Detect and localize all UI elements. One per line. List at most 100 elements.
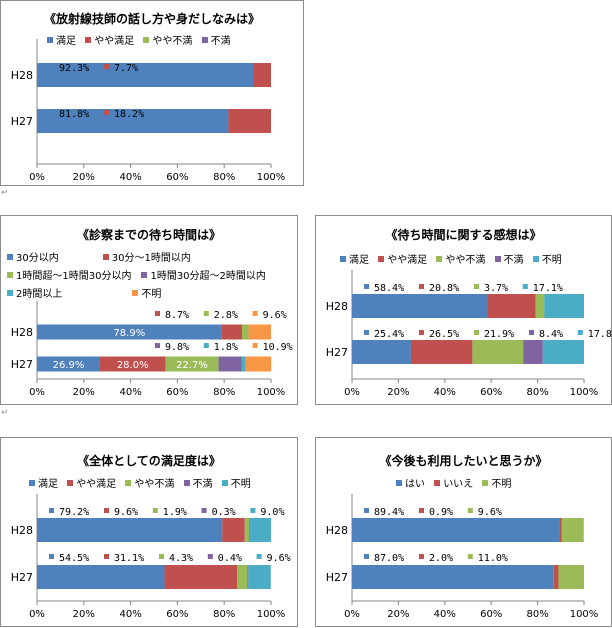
legend-swatch xyxy=(132,290,139,296)
label-marker xyxy=(155,311,160,316)
legend-item: 不明 xyxy=(482,476,511,494)
chart-legend: 満足 やや満足 やや不満 不満 不明 xyxy=(29,476,257,494)
bar-segment xyxy=(249,518,271,542)
data-label: 58.4% xyxy=(374,283,404,294)
label-marker xyxy=(577,330,583,335)
bar-segment xyxy=(248,565,271,589)
category-label: H27 xyxy=(11,358,33,371)
x-tick-label: 20% xyxy=(387,609,409,620)
data-label: 31.1% xyxy=(114,553,144,564)
bar-segment xyxy=(523,340,543,364)
label-marker xyxy=(49,554,54,559)
data-label: 1.9% xyxy=(163,507,187,518)
legend-item: 1時間超～1時間30分以内 xyxy=(7,268,131,286)
label-marker xyxy=(155,343,160,348)
label-marker xyxy=(522,284,528,289)
data-label: 18.2% xyxy=(114,109,144,120)
x-tick-label: 0% xyxy=(344,387,360,398)
label-marker xyxy=(152,508,158,513)
data-label: 0.4% xyxy=(218,553,242,564)
bar-segment xyxy=(37,565,165,589)
data-label: 87.0% xyxy=(374,553,404,564)
label-marker xyxy=(256,554,262,559)
label-marker xyxy=(49,64,54,69)
data-label: 25.4% xyxy=(374,329,404,340)
label-marker xyxy=(529,330,534,335)
bar-segment xyxy=(218,356,242,372)
legend-label: 1時間超～1時間30分以内 xyxy=(16,271,132,282)
label-marker xyxy=(419,554,424,559)
data-label: 89.4% xyxy=(374,507,404,518)
legend-item: 30分以内 xyxy=(7,250,59,268)
label-marker xyxy=(419,508,424,513)
label-marker xyxy=(203,311,209,316)
chart-legend: 30分以内 30分～1時間以内 1時間超～1時間30分以内 1時間30分超～2時間以… xyxy=(7,250,276,304)
label-marker xyxy=(364,554,369,559)
data-label: 92.3% xyxy=(59,63,89,74)
data-label: 2.8% xyxy=(214,310,238,321)
chart-title: 《待ち時間に関する感想は》 xyxy=(385,228,542,242)
legend-swatch xyxy=(125,480,132,486)
legend-swatch xyxy=(29,480,35,486)
legend-item: やや満足 xyxy=(85,33,134,51)
bar-segment xyxy=(245,356,272,372)
chart-legend: 満足 やや満足 やや不満 不満 xyxy=(47,33,237,51)
bar-segment xyxy=(248,324,271,340)
legend-label: 満足 xyxy=(38,479,58,490)
legend-label: やや満足 xyxy=(76,479,117,490)
legend-item: 不満 xyxy=(183,476,213,494)
legend-item: はい xyxy=(396,476,425,494)
x-tick-label: 80% xyxy=(526,387,548,398)
legend-label: 30分～1時間以内 xyxy=(111,253,191,264)
legend-item: 30分～1時間以内 xyxy=(102,250,191,268)
x-tick-label: 0% xyxy=(344,609,360,620)
label-marker xyxy=(364,284,369,289)
bar-segment xyxy=(472,340,524,364)
x-tick-label: 20% xyxy=(73,172,95,183)
legend-label: 満足 xyxy=(349,255,369,266)
legend-label: やや不満 xyxy=(152,36,193,47)
legend-label: やや満足 xyxy=(94,36,135,47)
label-marker xyxy=(419,330,424,335)
bar-segment xyxy=(252,63,271,87)
legend-swatch xyxy=(201,37,208,43)
bar-segment xyxy=(237,565,248,589)
x-tick-label: 100% xyxy=(257,609,286,620)
data-label: 54.5% xyxy=(59,553,89,564)
bar-segment xyxy=(244,518,250,542)
x-tick-label: 60% xyxy=(166,172,188,183)
x-tick-label: 60% xyxy=(480,387,502,398)
legend-item: やや満足 xyxy=(378,252,427,270)
label-marker xyxy=(364,330,369,335)
bar-segment xyxy=(165,356,219,372)
legend-item: 2時間以上 xyxy=(7,286,62,304)
x-tick-label: 0% xyxy=(29,387,45,398)
bar-segment xyxy=(247,565,249,589)
bar-segment xyxy=(535,294,545,318)
legend-swatch xyxy=(7,254,13,260)
label-marker xyxy=(252,311,258,316)
legend-item: いいえ xyxy=(434,476,473,494)
legend-swatch xyxy=(396,480,402,486)
chart-title: 《全体としての満足度は》 xyxy=(77,454,221,468)
bar-segment xyxy=(352,565,554,589)
label-marker xyxy=(104,508,109,513)
bar-segment xyxy=(222,518,245,542)
bar-segment xyxy=(99,356,166,372)
chart-plot: 0% 20% 40% 60% 80% 100% H28 58.4% 20.8% 3.7% 17.1%… xyxy=(326,270,612,398)
data-label: 3.7% xyxy=(484,283,508,294)
legend-swatch xyxy=(7,272,13,278)
legend-item: 不明 xyxy=(132,286,161,304)
label-marker xyxy=(419,284,424,289)
category-label: H27 xyxy=(326,346,348,359)
x-tick-label: 100% xyxy=(570,609,599,620)
legend-label: 2時間以上 xyxy=(16,289,63,300)
legend-label: 不満 xyxy=(192,479,213,490)
x-tick-label: 100% xyxy=(257,172,286,183)
legend-label: 1時間30分超～2時間以内 xyxy=(150,271,266,282)
data-label: 17.1% xyxy=(533,283,563,294)
x-tick-label: 40% xyxy=(434,387,456,398)
category-label: H27 xyxy=(11,571,33,584)
bar-segment xyxy=(164,565,238,589)
x-tick-label: 80% xyxy=(213,172,235,183)
